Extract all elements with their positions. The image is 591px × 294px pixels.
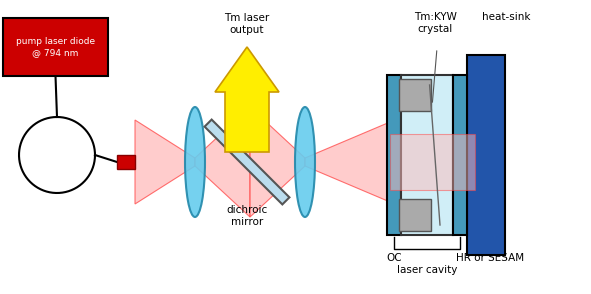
Bar	[453, 75, 467, 235]
Bar	[117, 155, 135, 169]
Bar	[387, 75, 401, 235]
Polygon shape	[204, 120, 290, 204]
Text: OC: OC	[386, 253, 402, 263]
Polygon shape	[215, 47, 279, 152]
Polygon shape	[390, 134, 475, 190]
Ellipse shape	[295, 107, 315, 217]
Bar	[467, 55, 505, 255]
Text: pump laser diode
@ 794 nm: pump laser diode @ 794 nm	[16, 37, 95, 57]
Text: Tm:KYW
crystal: Tm:KYW crystal	[414, 12, 456, 34]
Ellipse shape	[185, 107, 205, 217]
Polygon shape	[135, 120, 195, 204]
Bar	[401, 75, 453, 235]
Bar	[399, 79, 431, 111]
Polygon shape	[250, 107, 305, 217]
Bar	[399, 199, 431, 231]
Polygon shape	[305, 122, 390, 202]
Text: laser cavity: laser cavity	[397, 265, 457, 275]
Bar	[3, 18, 108, 76]
Text: Tm laser
output: Tm laser output	[225, 14, 269, 35]
Text: dichroic
mirror: dichroic mirror	[226, 205, 268, 227]
Text: HR or SESAM: HR or SESAM	[456, 253, 524, 263]
Polygon shape	[195, 107, 250, 217]
Text: heat-sink: heat-sink	[482, 12, 530, 22]
